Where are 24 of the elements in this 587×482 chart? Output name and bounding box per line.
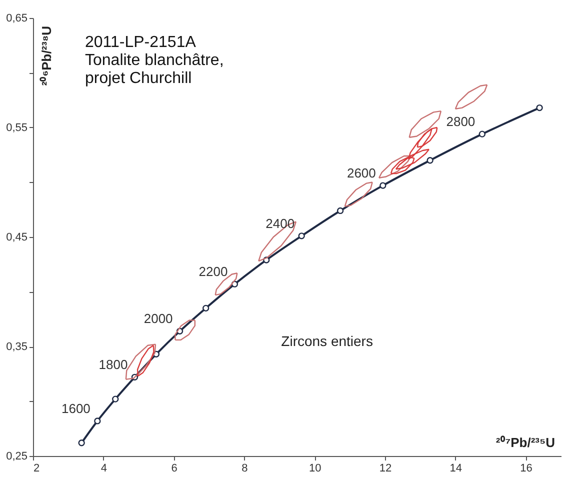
annotation: 2600 (346, 166, 376, 181)
text: 2011-LP-2151A Tonalite blanchâtre, projet Churchill (85, 34, 224, 87)
x-axis-title: ²⁰⁷Pb/²³⁵U (496, 435, 555, 450)
annotation: 1600 (61, 400, 90, 416)
x-tick-label: 2 (34, 462, 40, 474)
y-tick-label: 0,25 (6, 450, 28, 462)
x-tick-label: 14 (450, 462, 462, 474)
x-tick-label: 8 (242, 462, 248, 474)
x-tick-label: 16 (520, 462, 532, 474)
x-tick-label: 6 (171, 462, 178, 474)
annotation: Zircons entiers (281, 333, 373, 350)
annotation: 2400 (266, 216, 295, 231)
y-tick-label: 0,45 (6, 232, 28, 244)
y-tick-label: 0,35 (6, 341, 28, 353)
y-tick-label: 0,55 (6, 122, 28, 134)
y-tick-label: 0,65 (6, 12, 28, 24)
x-tick-label: 4 (100, 462, 107, 474)
x-tick-label: 12 (379, 462, 392, 474)
annotation: 2200 (198, 264, 228, 280)
x-tick-label: 10 (308, 462, 322, 474)
annotation: 1800 (98, 357, 128, 372)
annotation: 2800 (446, 114, 476, 130)
annotation: 2000 (144, 311, 173, 326)
y-axis-title: ²⁰⁶Pb/²³⁸U (39, 26, 54, 86)
